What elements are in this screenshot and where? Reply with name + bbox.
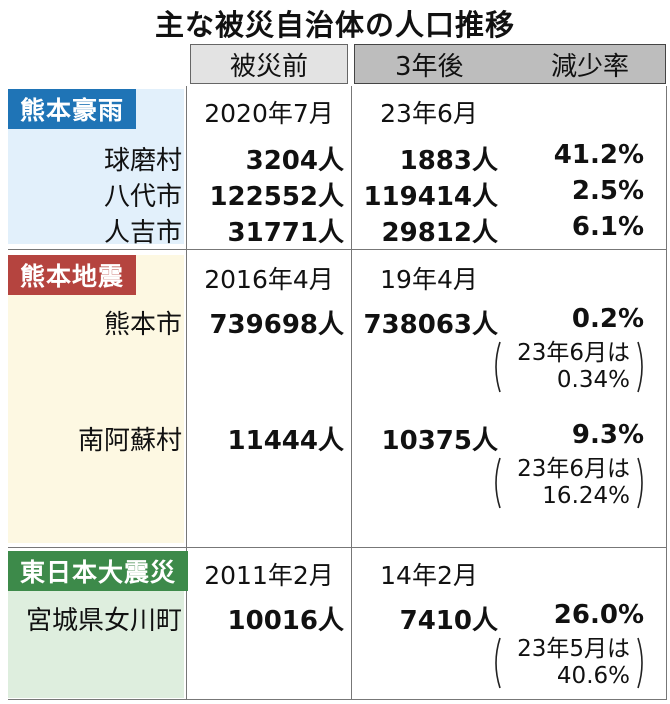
- population-before: 10016人: [227, 606, 344, 636]
- decline-rate: 26.0%: [553, 600, 644, 630]
- left-paren-icon: [495, 637, 501, 689]
- municipality-name: 宮城県女川町: [25, 606, 182, 636]
- grid-line-horizontal: [8, 249, 666, 250]
- municipality-name: 球磨村: [103, 146, 182, 176]
- header-after-rate: 3年後 減少率: [354, 44, 666, 84]
- date-before: 2016年4月: [204, 265, 334, 294]
- population-before: 11444人: [227, 426, 344, 456]
- header-before: 被災前: [190, 44, 348, 84]
- header-after-label: 3年後: [395, 51, 464, 82]
- header-rate-label: 減少率: [551, 51, 630, 82]
- right-paren-icon: [637, 457, 643, 509]
- group-label-east: 東日本大震災: [8, 551, 189, 591]
- rate-note-value: 0.34%: [556, 367, 630, 393]
- population-before: 31771人: [227, 218, 344, 248]
- decline-rate: 6.1%: [571, 212, 644, 242]
- table-title: 主な被災自治体の人口推移: [154, 8, 515, 42]
- header-before-label: 被災前: [229, 51, 308, 82]
- grid-line-horizontal: [8, 547, 666, 548]
- population-after: 7410人: [399, 606, 498, 636]
- decline-rate: 2.5%: [571, 176, 644, 206]
- population-after: 29812人: [381, 218, 498, 248]
- decline-rate: 9.3%: [571, 420, 644, 450]
- date-before: 2011年2月: [204, 561, 334, 590]
- right-paren-icon: [637, 637, 643, 689]
- group-label-quake: 熊本地震: [8, 255, 137, 295]
- municipality-name: 熊本市: [103, 310, 182, 340]
- rate-note-line: 23年5月は: [517, 636, 630, 662]
- date-after: 19年4月: [380, 265, 478, 294]
- rate-note-value: 16.24%: [542, 483, 630, 509]
- rate-note-value: 40.6%: [556, 663, 630, 689]
- group-panel-quake: [8, 255, 184, 543]
- municipality-name: 人吉市: [103, 218, 182, 248]
- population-after: 10375人: [381, 426, 498, 456]
- date-before: 2020年7月: [204, 99, 334, 128]
- rate-note: 23年6月は 16.24%: [490, 456, 648, 510]
- municipality-name: 八代市: [103, 182, 182, 212]
- rate-note: 23年6月は 0.34%: [490, 340, 648, 394]
- date-after: 23年6月: [380, 99, 478, 128]
- rate-note-line: 23年6月は: [517, 340, 630, 366]
- grid-line-vertical: [666, 86, 667, 700]
- left-paren-icon: [495, 341, 501, 393]
- decline-rate: 0.2%: [571, 304, 644, 334]
- population-after: 1883人: [399, 146, 498, 176]
- grid-line-vertical: [351, 86, 352, 700]
- municipality-name: 南阿蘇村: [77, 426, 182, 456]
- rate-note: 23年5月は 40.6%: [490, 636, 648, 690]
- date-after: 14年2月: [380, 561, 478, 590]
- left-paren-icon: [495, 457, 501, 509]
- grid-line-vertical: [186, 86, 187, 700]
- decline-rate: 41.2%: [553, 140, 644, 170]
- rate-note-line: 23年6月は: [517, 456, 630, 482]
- population-before: 122552人: [209, 182, 344, 212]
- right-paren-icon: [637, 341, 643, 393]
- population-after: 738063人: [363, 310, 498, 340]
- population-before: 3204人: [245, 146, 344, 176]
- population-before: 739698人: [209, 310, 344, 340]
- grid-line-horizontal: [8, 699, 666, 700]
- group-label-rain: 熊本豪雨: [8, 89, 137, 129]
- population-after: 119414人: [363, 182, 498, 212]
